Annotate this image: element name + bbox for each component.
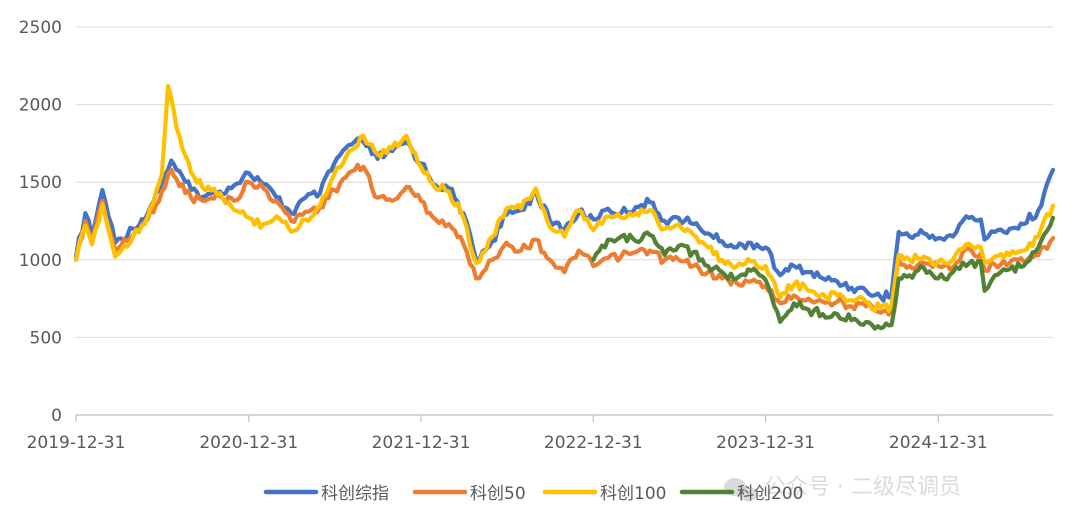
legend: 科创综指 科创50 科创100 科创200 xyxy=(263,484,803,504)
series-line-2 xyxy=(73,162,1056,317)
y-tick-label: 1500 xyxy=(19,173,62,193)
legend-label: 科创50 xyxy=(470,484,526,504)
y-tick-label: 2000 xyxy=(19,96,62,116)
y-tick-label: 2500 xyxy=(19,18,62,38)
legend-label: 科创100 xyxy=(600,484,666,504)
y-tick-label: 1000 xyxy=(19,251,62,271)
legend-label: 科创200 xyxy=(737,484,803,504)
x-tick-label: 2020-12-31 xyxy=(199,433,298,453)
watermark: 公众号 · 二级尽调员 xyxy=(724,475,961,502)
series-line-4 xyxy=(591,215,1056,331)
x-axis: 2019-12-31 2020-12-31 2021-12-31 2022-12-31… xyxy=(27,414,1053,453)
y-tick-label: 0 xyxy=(51,406,62,426)
series-lines xyxy=(73,83,1056,331)
x-tick-label: 2021-12-31 xyxy=(372,433,471,453)
x-tick-label: 2022-12-31 xyxy=(544,433,643,453)
legend-label: 科创综指 xyxy=(321,484,389,504)
x-tick-label: 2019-12-31 xyxy=(27,433,126,453)
x-tick-label: 2023-12-31 xyxy=(716,433,815,453)
series-line-1 xyxy=(73,136,1056,303)
y-tick-label: 500 xyxy=(30,328,62,348)
gridlines xyxy=(76,26,1053,338)
y-axis-ticks: 0 500 1000 1500 2000 2500 xyxy=(19,18,62,426)
series-line-3 xyxy=(73,83,1056,313)
x-tick-label: 2024-12-31 xyxy=(889,433,988,453)
watermark-text: 公众号 · 二级尽调员 xyxy=(764,475,961,500)
